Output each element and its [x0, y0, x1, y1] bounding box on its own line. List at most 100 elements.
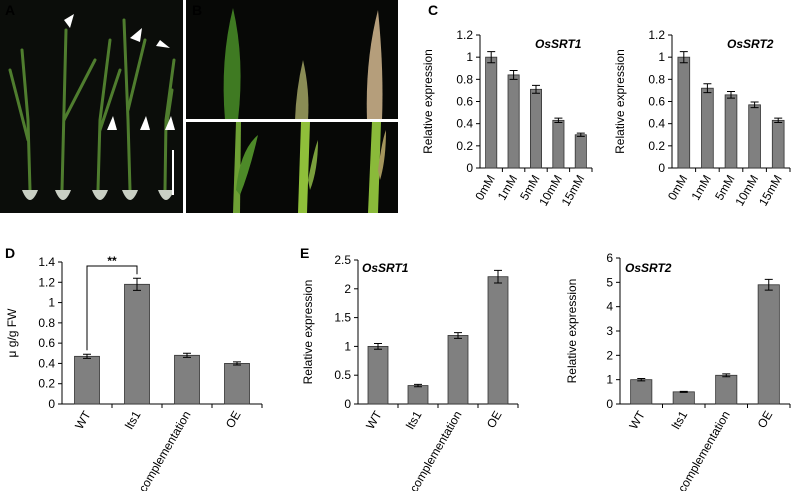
- error-bar: [679, 51, 688, 64]
- error-bar: [233, 361, 241, 366]
- bar: [748, 104, 761, 169]
- x-tick-label: WT: [626, 408, 648, 432]
- y-tick-label: 4: [606, 300, 613, 314]
- bar: [574, 134, 587, 169]
- bar: [407, 385, 429, 405]
- y-tick-label: 0.4: [456, 117, 473, 131]
- x-tick-label: OE: [484, 409, 505, 431]
- x-tick-label: 0mM: [665, 173, 690, 203]
- y-tick-label: 1: [658, 50, 665, 64]
- bar: [677, 56, 691, 169]
- y-axis-label: Relative expression: [565, 279, 579, 384]
- y-tick-label: 0.8: [456, 72, 473, 86]
- bar: [757, 284, 780, 405]
- y-tick-label: 0: [658, 161, 665, 175]
- panel-label: C: [428, 2, 438, 18]
- y-tick-label: 0: [606, 397, 613, 411]
- panel-label: B: [192, 2, 202, 18]
- y-axis-label: Relative expression: [301, 280, 315, 385]
- chart-title: OsSRT1: [362, 261, 409, 275]
- error-bar: [454, 332, 462, 339]
- error-bar: [414, 383, 422, 388]
- bar: [367, 345, 389, 405]
- x-tick-label: 0mM: [472, 173, 497, 203]
- y-tick-label: 1.2: [38, 275, 55, 289]
- x-tick-label: lts1: [669, 408, 691, 431]
- error-bar: [532, 84, 540, 94]
- y-tick-label: 0.2: [38, 377, 55, 391]
- y-axis-label: Relative expression: [613, 49, 627, 154]
- y-tick-label: 0.5: [334, 368, 351, 382]
- error-bar: [183, 352, 191, 358]
- x-tick-label: 15mM: [756, 173, 785, 209]
- y-tick-label: 0.4: [38, 356, 55, 370]
- y-axis-label: Relative expression: [421, 49, 435, 154]
- bar: [507, 74, 520, 169]
- y-tick-label: 5: [606, 275, 613, 289]
- bar: [672, 391, 695, 405]
- error-bar: [774, 117, 783, 124]
- y-tick-label: 1.2: [456, 28, 473, 42]
- significance-bracket: [86, 265, 138, 351]
- y-tick-label: 0.8: [648, 72, 665, 86]
- y-tick-label: 0.6: [456, 95, 473, 109]
- error-bar: [554, 117, 563, 124]
- y-tick-label: 0: [48, 397, 55, 411]
- chart-title: OsSRT2: [625, 261, 672, 275]
- y-axis-label: μ g/g FW: [5, 308, 19, 358]
- y-tick-label: 0.2: [648, 139, 665, 153]
- y-tick-label: 1.5: [334, 311, 351, 325]
- error-bar: [727, 91, 735, 99]
- y-tick-label: 2.5: [334, 253, 351, 267]
- photo-a: [0, 0, 183, 213]
- x-tick-label: WT: [72, 408, 94, 432]
- error-bar: [703, 83, 712, 94]
- bar: [447, 335, 469, 405]
- bar: [724, 94, 738, 169]
- bar: [487, 276, 509, 405]
- error-bar: [494, 269, 502, 284]
- bar: [485, 56, 498, 169]
- bar: [552, 119, 565, 169]
- bar: [630, 379, 653, 405]
- error-bar: [750, 101, 759, 109]
- x-tick-label: OE: [755, 409, 776, 431]
- bar: [124, 283, 150, 405]
- error-bar: [637, 377, 646, 382]
- error-bar: [374, 343, 382, 350]
- y-tick-label: 0.4: [648, 117, 665, 131]
- bar: [715, 374, 738, 405]
- y-tick-label: 6: [606, 251, 613, 265]
- bar: [771, 119, 785, 169]
- y-tick-label: 1: [48, 296, 55, 310]
- error-bar: [576, 132, 585, 137]
- y-tick-label: 0.6: [648, 95, 665, 109]
- x-tick-label: WT: [363, 408, 385, 432]
- error-bar: [83, 353, 91, 359]
- y-tick-label: 0.2: [456, 139, 473, 153]
- y-tick-label: 0.6: [38, 336, 55, 350]
- y-tick-label: 3: [606, 324, 613, 338]
- y-tick-label: 1.4: [38, 255, 55, 269]
- error-bar: [509, 69, 518, 80]
- y-tick-label: 1: [344, 339, 351, 353]
- x-tick-label: 1mM: [689, 173, 714, 203]
- error-bar: [133, 277, 141, 291]
- y-tick-label: 1: [606, 373, 613, 387]
- photo-b: [186, 0, 398, 213]
- bar: [530, 88, 543, 169]
- annotation: **: [107, 254, 117, 268]
- panel-label: E: [300, 245, 309, 261]
- bar: [224, 363, 250, 405]
- y-tick-label: 0: [466, 161, 473, 175]
- y-tick-label: 2: [606, 348, 613, 362]
- chart-title: OsSRT2: [727, 37, 774, 51]
- y-tick-label: 2: [344, 282, 351, 296]
- bar: [174, 354, 200, 405]
- x-tick-label: lts1: [122, 408, 144, 431]
- y-tick-label: 1.2: [648, 28, 665, 42]
- error-bar: [487, 51, 496, 64]
- bar: [74, 355, 100, 405]
- panel-label: D: [5, 245, 15, 261]
- error-bar: [764, 278, 773, 291]
